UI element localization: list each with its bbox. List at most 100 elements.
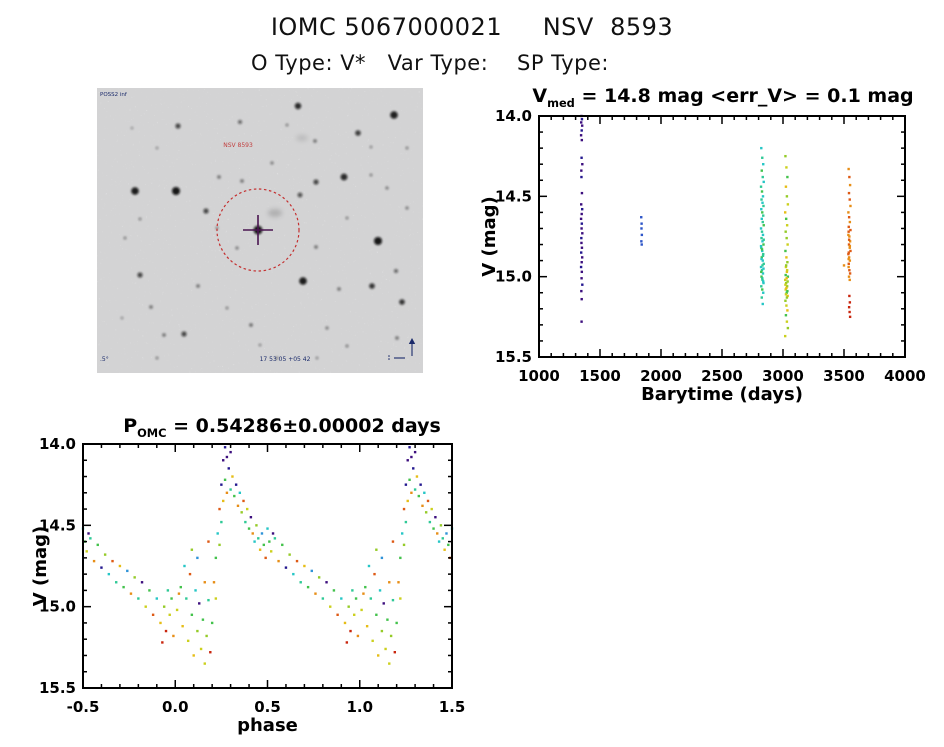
star-dot [270,161,274,165]
data-point [391,540,395,543]
data-point [399,556,402,560]
data-point [760,285,763,288]
data-point [260,532,264,535]
data-point [579,134,583,137]
star-dot [120,316,124,320]
data-point [786,289,789,293]
data-point [406,459,409,462]
star-dot [249,323,253,327]
data-point [190,548,194,551]
data-point [345,641,349,644]
axis-label: 14.5 [495,187,532,205]
data-point [367,564,371,568]
axis-label: 15.5 [39,679,76,697]
star-dot [238,120,242,124]
data-point [762,281,765,285]
data-point [310,569,313,573]
data-point [847,275,851,278]
data-point [640,240,643,243]
data-point [415,475,419,478]
star-dot [325,326,329,330]
data-point [762,214,765,217]
phase_curve-plot: -0.5 0.0 0.5 1.0 1.5 14.0 14.5 15.0 15.5 phase V (… [30,435,465,736]
data-point [785,320,789,323]
data-point [375,548,378,551]
data-point [321,597,325,600]
data-point [762,180,765,184]
data-point [761,211,764,214]
data-point [437,540,441,543]
star-dot [314,245,318,249]
data-point [375,613,378,616]
data-point [785,296,789,299]
data-point [388,581,391,584]
page-title: IOMC 5067000021 NSV 8593 [270,13,674,41]
data-point [421,504,424,508]
data-point [332,589,336,592]
data-point [151,613,155,616]
data-point [785,277,788,280]
data-point [761,264,764,267]
data-point [784,281,788,285]
data-point [395,621,398,625]
star-dot [175,123,181,129]
data-point [447,543,450,547]
data-point [406,499,409,503]
data-point [760,230,764,233]
data-point [580,207,584,211]
axis-label: 15.0 [495,268,532,286]
data-point [329,605,332,608]
data-point [432,527,435,530]
data-point [100,566,103,569]
target-aperture-circle [216,188,300,272]
data-point [244,520,247,524]
scale-label: .5° [100,356,109,363]
data-point [445,532,448,535]
data-point [580,222,584,225]
data-point [386,618,389,621]
data-point [247,527,251,530]
data-point [580,241,583,245]
data-point [210,621,214,625]
light_curve-ylabel: V (mag) [479,196,500,276]
data-point [218,507,221,511]
data-point [380,556,384,560]
data-point [249,516,253,519]
data-point [848,259,852,262]
data-point [848,310,851,314]
star-dot [315,356,319,360]
data-point [761,272,765,275]
data-point [159,621,162,625]
data-point [784,217,788,221]
data-point [205,634,208,638]
data-point [761,240,764,243]
data-point [424,511,428,514]
axis-label: 15.5 [495,348,532,366]
star-dot [355,130,361,136]
data-point [761,195,765,198]
star-dot [203,208,209,214]
data-point [847,257,850,261]
axis-label: 0.0 [162,698,189,716]
ph-title-post: = 0.54286±0.00002 days [166,415,441,437]
star-dot [130,126,134,130]
data-point [848,301,852,304]
data-point [207,540,210,543]
star-dot [340,173,348,181]
data-point [847,233,850,237]
light_curve-xlabel: Barytime (days) [641,384,803,405]
data-point [343,621,347,625]
data-point [269,550,273,553]
data-point [580,175,583,179]
star-field [120,102,409,360]
light-curve-title: Vmed = 14.8 mag <err_V> = 0.1 mag [505,85,941,110]
data-point [410,491,413,494]
star-dot [345,344,349,348]
star-dot [337,287,341,291]
data-point [89,537,92,540]
star-dot [215,226,219,230]
data-point [288,553,291,556]
data-point [404,483,408,486]
data-point [299,581,302,584]
phase_curve-xlabel: phase [237,715,298,736]
